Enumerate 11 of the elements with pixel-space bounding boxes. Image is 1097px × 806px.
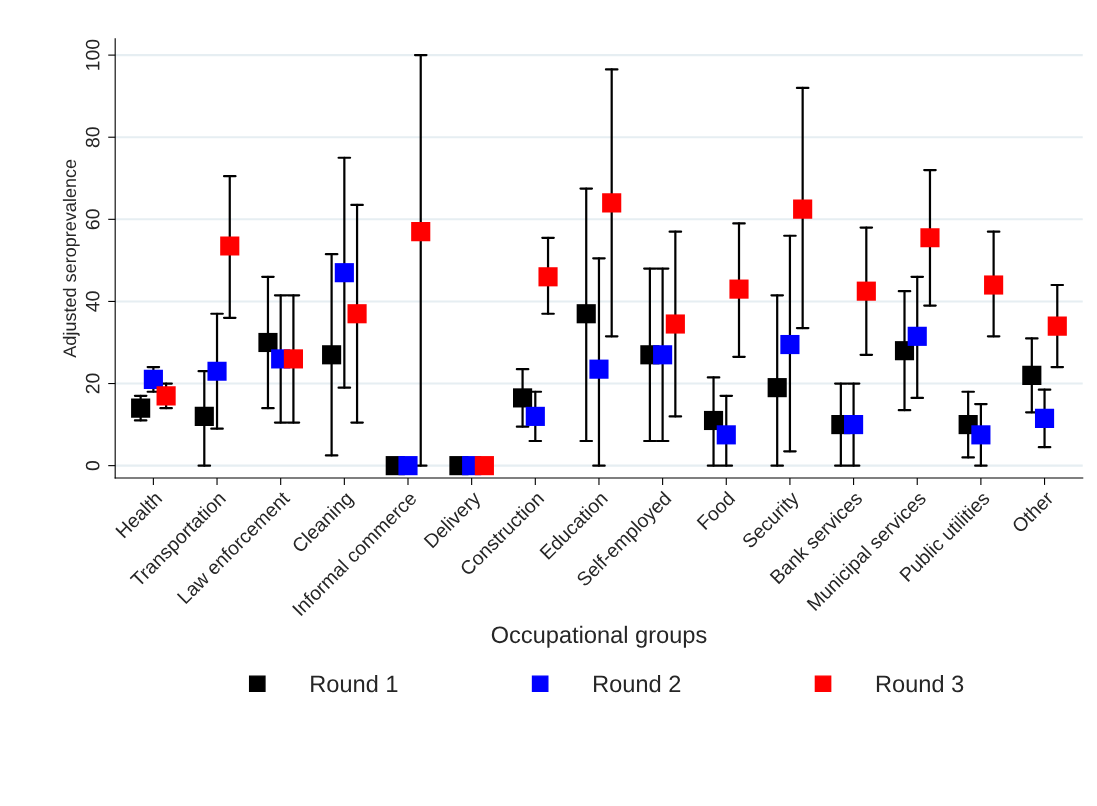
x-axis-title: Occupational groups bbox=[491, 625, 707, 648]
y-tick-label: 100 bbox=[85, 39, 100, 70]
legend-label: Round 2 bbox=[594, 674, 681, 693]
y-tick-label: 80 bbox=[85, 127, 100, 148]
legend-label: Round 3 bbox=[876, 674, 964, 693]
y-tick-label: 60 bbox=[85, 209, 100, 230]
y-tick-label: 20 bbox=[85, 373, 100, 394]
y-tick-label: 40 bbox=[85, 291, 100, 312]
y-axis-title: Adjusted seroprevalence bbox=[62, 159, 80, 358]
legend-label: Round 1 bbox=[311, 674, 398, 693]
y-tick-label: 0 bbox=[85, 461, 100, 471]
